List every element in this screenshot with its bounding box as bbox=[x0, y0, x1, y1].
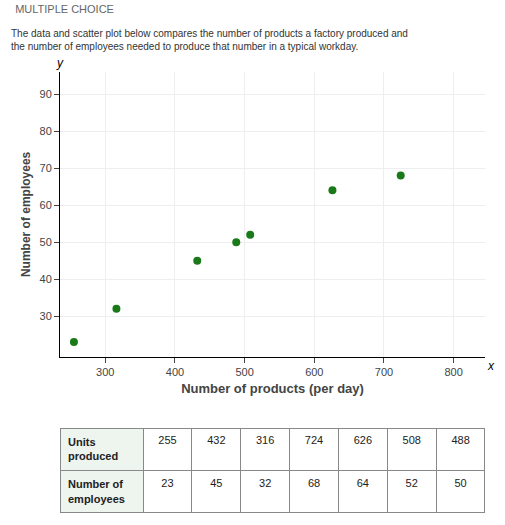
svg-text:488: 488 bbox=[451, 434, 469, 446]
svg-text:60: 60 bbox=[40, 199, 52, 211]
svg-text:724: 724 bbox=[305, 434, 323, 446]
svg-text:32: 32 bbox=[259, 477, 271, 489]
svg-text:80: 80 bbox=[40, 125, 52, 137]
svg-text:626: 626 bbox=[354, 434, 372, 446]
svg-text:Number of employees: Number of employees bbox=[19, 151, 33, 277]
svg-text:508: 508 bbox=[403, 434, 421, 446]
svg-text:50: 50 bbox=[40, 236, 52, 248]
svg-text:600: 600 bbox=[305, 366, 323, 378]
svg-text:255: 255 bbox=[158, 434, 176, 446]
svg-text:45: 45 bbox=[210, 477, 222, 489]
svg-text:Unitsproduced: Unitsproduced bbox=[68, 436, 118, 462]
svg-text:400: 400 bbox=[166, 366, 184, 378]
svg-text:50: 50 bbox=[454, 477, 466, 489]
svg-text:23: 23 bbox=[161, 477, 173, 489]
svg-text:Number ofemployees: Number ofemployees bbox=[68, 478, 125, 504]
svg-text:90: 90 bbox=[40, 88, 52, 100]
svg-text:Number of products (per day): Number of products (per day) bbox=[181, 381, 364, 396]
svg-text:64: 64 bbox=[357, 477, 369, 489]
svg-text:300: 300 bbox=[96, 366, 114, 378]
svg-text:30: 30 bbox=[40, 310, 52, 322]
svg-text:MULTIPLE CHOICE: MULTIPLE CHOICE bbox=[15, 3, 114, 15]
svg-text:The data and scatter plot belo: The data and scatter plot below compares… bbox=[11, 28, 408, 52]
svg-text:500: 500 bbox=[235, 366, 253, 378]
svg-text:316: 316 bbox=[256, 434, 274, 446]
svg-text:800: 800 bbox=[444, 366, 462, 378]
svg-text:40: 40 bbox=[40, 273, 52, 285]
svg-text:70: 70 bbox=[40, 162, 52, 174]
svg-text:432: 432 bbox=[207, 434, 225, 446]
svg-text:68: 68 bbox=[308, 477, 320, 489]
svg-text:x: x bbox=[487, 359, 495, 373]
svg-text:700: 700 bbox=[375, 366, 393, 378]
svg-text:52: 52 bbox=[406, 477, 418, 489]
svg-text:y: y bbox=[56, 56, 64, 70]
